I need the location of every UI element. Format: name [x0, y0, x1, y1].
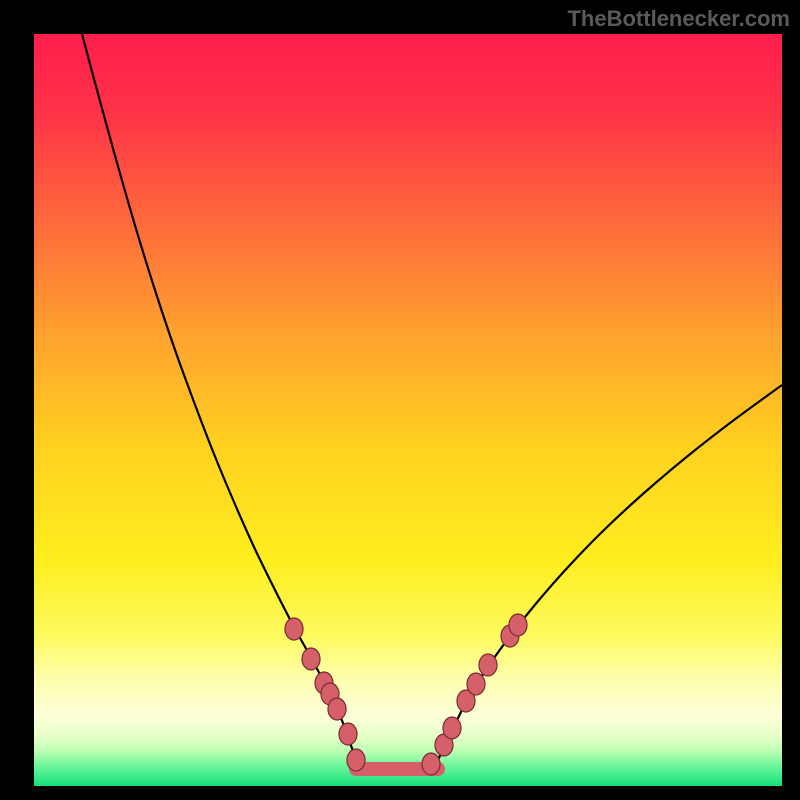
data-dot: [509, 614, 527, 636]
data-dot: [339, 723, 357, 745]
plot-area: [34, 34, 782, 786]
watermark-text: TheBottlenecker.com: [567, 6, 790, 32]
curve-layer: [34, 34, 782, 786]
data-dot: [479, 654, 497, 676]
right-curve: [434, 385, 782, 767]
data-dot: [328, 698, 346, 720]
data-dot: [443, 717, 461, 739]
data-dot: [302, 648, 320, 670]
data-dot: [467, 673, 485, 695]
right-dots: [422, 614, 527, 775]
data-dot: [422, 753, 440, 775]
data-dot: [285, 618, 303, 640]
data-dot: [347, 749, 365, 771]
chart-frame: TheBottlenecker.com: [0, 0, 800, 800]
